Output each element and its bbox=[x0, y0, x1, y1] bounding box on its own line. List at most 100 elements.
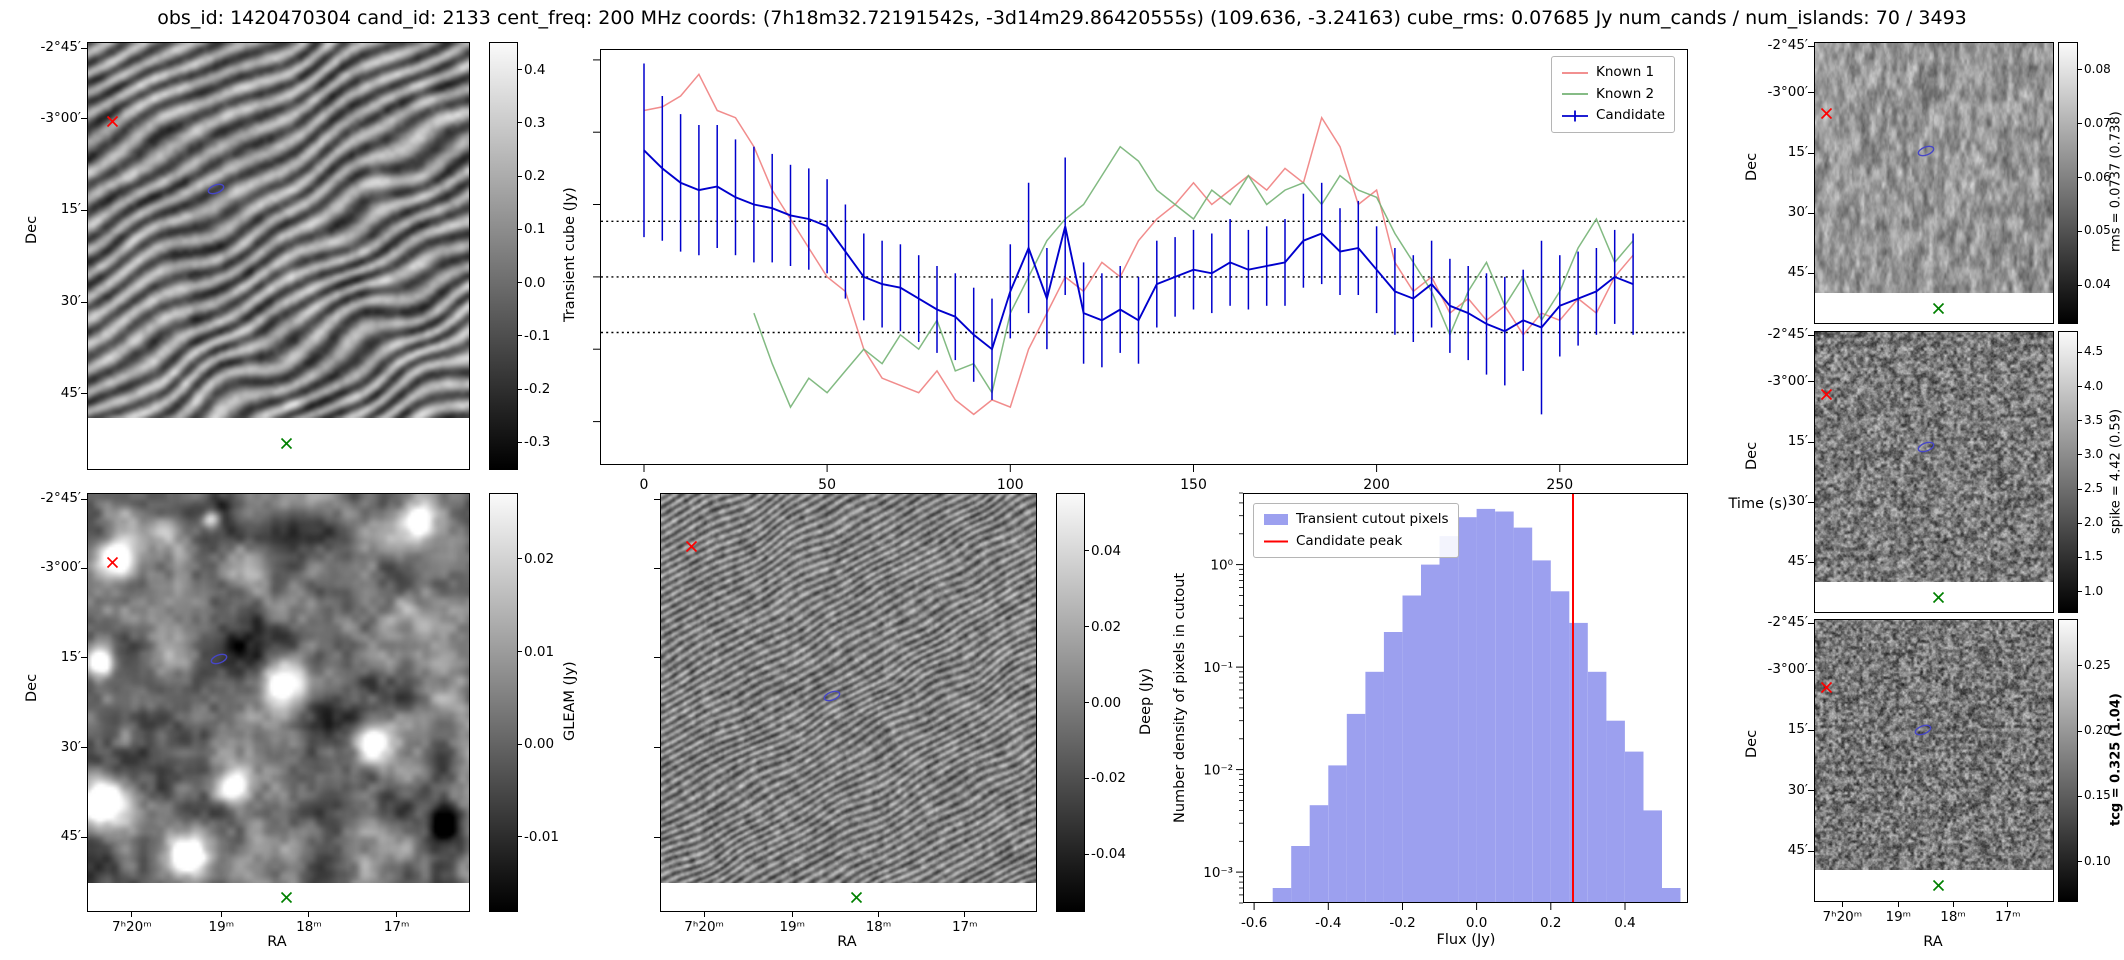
ra-axis-label: RA bbox=[267, 934, 287, 950]
dec-tick-label: -3°00′ bbox=[40, 559, 81, 576]
colorbar-tick-label: -0.1 bbox=[524, 327, 551, 344]
colorbar-tick-mark bbox=[2077, 522, 2082, 524]
colorbar-tick-mark bbox=[2077, 69, 2082, 71]
lightcurve-legend: Known 1 Known 2 Candidate bbox=[1551, 56, 1676, 133]
ra-tick-mark bbox=[396, 911, 398, 917]
flux-tick-label: 0.0 bbox=[1466, 915, 1487, 931]
colorbar-tick-label: 0.00 bbox=[1091, 694, 1122, 711]
colorbar-tick-label: 0.07 bbox=[2084, 115, 2111, 130]
ra-tick-label: 17ᵐ bbox=[1994, 909, 2021, 925]
panel-spike-cutout: -2°45′ -3°00′ 15′ 30′ 45′ bbox=[1768, 326, 2054, 613]
ra-tick-label: 19ᵐ bbox=[1885, 909, 1912, 925]
ra-tick-label: 7ʰ20ᵐ bbox=[684, 919, 724, 935]
colorbar-tick-label: -0.2 bbox=[524, 381, 551, 398]
colorbar-tick-label: 0.02 bbox=[524, 550, 555, 567]
time-tick-label: 150 bbox=[1180, 477, 1207, 493]
histogram-panel: 10⁰ 10⁻¹ 10⁻² 10⁻³ -0.6 -0.4 -0.2 0.0 0.2 0.4 bbox=[1203, 492, 1688, 931]
dec-axis-label: Dec bbox=[24, 215, 40, 244]
histogram-bar bbox=[1439, 536, 1458, 902]
ra-tick-mark bbox=[131, 911, 133, 917]
dec-tick-mark bbox=[81, 747, 87, 749]
dec-axis-label: Dec bbox=[1744, 729, 1760, 759]
dec-tick-label: 30′ bbox=[1787, 493, 1808, 510]
colorbar-tick-label: 4.0 bbox=[2084, 378, 2104, 393]
colorbar-label-gleam: GLEAM (Jy) bbox=[562, 661, 578, 742]
colorbar-tick-mark bbox=[2077, 861, 2082, 863]
colorbar-tick-label: -0.3 bbox=[524, 434, 551, 451]
histogram-bar bbox=[1272, 888, 1292, 902]
ra-tick-label: 7ʰ20ᵐ bbox=[111, 919, 152, 935]
dec-tick-mark bbox=[1808, 501, 1814, 503]
ra-tick-mark bbox=[1952, 901, 1954, 907]
colorbar-tick-mark bbox=[517, 651, 522, 653]
colorbar-tick-label: 0.08 bbox=[2084, 61, 2111, 76]
colorbar-tick-label: 2.5 bbox=[2084, 481, 2104, 496]
density-tick-label: 10⁻² bbox=[1203, 763, 1233, 779]
legend-item-known-1: Known 1 bbox=[1561, 62, 1665, 84]
colorbar-tick-label: 0.2 bbox=[524, 168, 546, 185]
panel-rms-cutout: -2°45′ -3°00′ 15′ 30′ 45′ bbox=[1768, 37, 2054, 324]
dec-axis-label: Dec bbox=[24, 673, 40, 702]
histogram-bar bbox=[1606, 720, 1625, 902]
colorbar-tick-label: 0.04 bbox=[2084, 277, 2111, 292]
colorbar-spike: 4.5 4.0 3.5 3.0 2.5 2.0 1.5 1.0 bbox=[2058, 331, 2103, 613]
colorbar-tick-mark bbox=[517, 441, 522, 443]
histogram-bar bbox=[1421, 564, 1440, 902]
dec-tick-mark bbox=[1808, 334, 1814, 336]
dec-tick-label: -3°00′ bbox=[1767, 372, 1808, 389]
flux-tick-label: -0.4 bbox=[1315, 915, 1341, 931]
dec-tick-mark bbox=[1808, 45, 1814, 47]
dec-tick-mark bbox=[1808, 212, 1814, 214]
histogram-bar bbox=[1328, 765, 1347, 902]
colorbar-tick-mark bbox=[517, 335, 522, 337]
dec-tick-label: 45′ bbox=[1787, 842, 1808, 859]
time-tick-label: 50 bbox=[818, 477, 836, 493]
ra-tick-label: 18ᵐ bbox=[1940, 909, 1966, 925]
histogram-bar bbox=[1550, 591, 1570, 902]
dec-tick-label: 30′ bbox=[1787, 204, 1808, 221]
legend-item-known-2: Known 2 bbox=[1561, 84, 1665, 106]
colorbar-tick-mark bbox=[2077, 386, 2082, 388]
flux-tick-label: 0.2 bbox=[1540, 915, 1561, 931]
dec-tick-mark bbox=[1808, 441, 1814, 443]
colorbar-tick-mark bbox=[2077, 123, 2082, 125]
colorbar-tick-label: 0.00 bbox=[524, 736, 555, 753]
ra-tick-label: 19ᵐ bbox=[208, 919, 235, 935]
ra-tick-mark bbox=[791, 911, 793, 917]
dec-tick-mark bbox=[81, 836, 87, 838]
colorbar-tick-label: 3.0 bbox=[2084, 446, 2104, 461]
colorbar-tick-mark bbox=[2077, 284, 2082, 286]
colorbar-tick-mark bbox=[2077, 488, 2082, 490]
dec-tick-label: 30′ bbox=[1787, 781, 1808, 798]
dec-tick-mark bbox=[1808, 381, 1814, 383]
histogram-bar bbox=[1458, 517, 1477, 902]
colorbar-tick-label: 0.25 bbox=[2084, 657, 2111, 672]
known-2-line-icon bbox=[1562, 93, 1588, 96]
dec-tick-label: -3°00′ bbox=[1767, 83, 1808, 100]
colorbar-tick-mark bbox=[517, 175, 522, 177]
series-known-2 bbox=[753, 145, 1634, 409]
flux-tick-label: 0.4 bbox=[1614, 915, 1635, 931]
dec-tick-label: 30′ bbox=[60, 293, 81, 309]
dec-tick-mark bbox=[81, 498, 87, 500]
dec-axis-label: Dec bbox=[1744, 152, 1760, 182]
colorbar-tick-label: 0.0 bbox=[524, 274, 546, 291]
colorbar-tick-mark bbox=[517, 558, 522, 560]
ra-tick-mark bbox=[2007, 901, 2009, 907]
ra-tick-mark bbox=[308, 911, 310, 917]
colorbar-tick-mark bbox=[517, 122, 522, 124]
dec-axis-label: Dec bbox=[1744, 441, 1760, 471]
dec-tick-mark bbox=[81, 657, 87, 659]
panel-tcg-cutout: -2°45′ -3°00′ 15′ 30′ 45′ 7ʰ20ᵐ 19ᵐ 18ᵐ 17ᵐ bbox=[1768, 614, 2054, 925]
colorbar-tick-mark bbox=[2077, 665, 2082, 667]
ra-tick-label: 17ᵐ bbox=[383, 919, 410, 935]
panel-deep-cutout: 7ʰ20ᵐ 19ᵐ 18ᵐ 17ᵐ bbox=[654, 493, 1037, 935]
colorbar-tick-label: 3.5 bbox=[2084, 412, 2104, 427]
legend-label: Known 1 bbox=[1596, 64, 1655, 80]
legend-item-cutout-pixels: Transient cutout pixels bbox=[1263, 509, 1449, 531]
dec-tick-mark bbox=[654, 836, 660, 838]
density-tick-label: 10⁻¹ bbox=[1203, 660, 1233, 676]
dec-tick-mark bbox=[81, 567, 87, 569]
colorbar-tick-label: 2.0 bbox=[2084, 515, 2104, 530]
